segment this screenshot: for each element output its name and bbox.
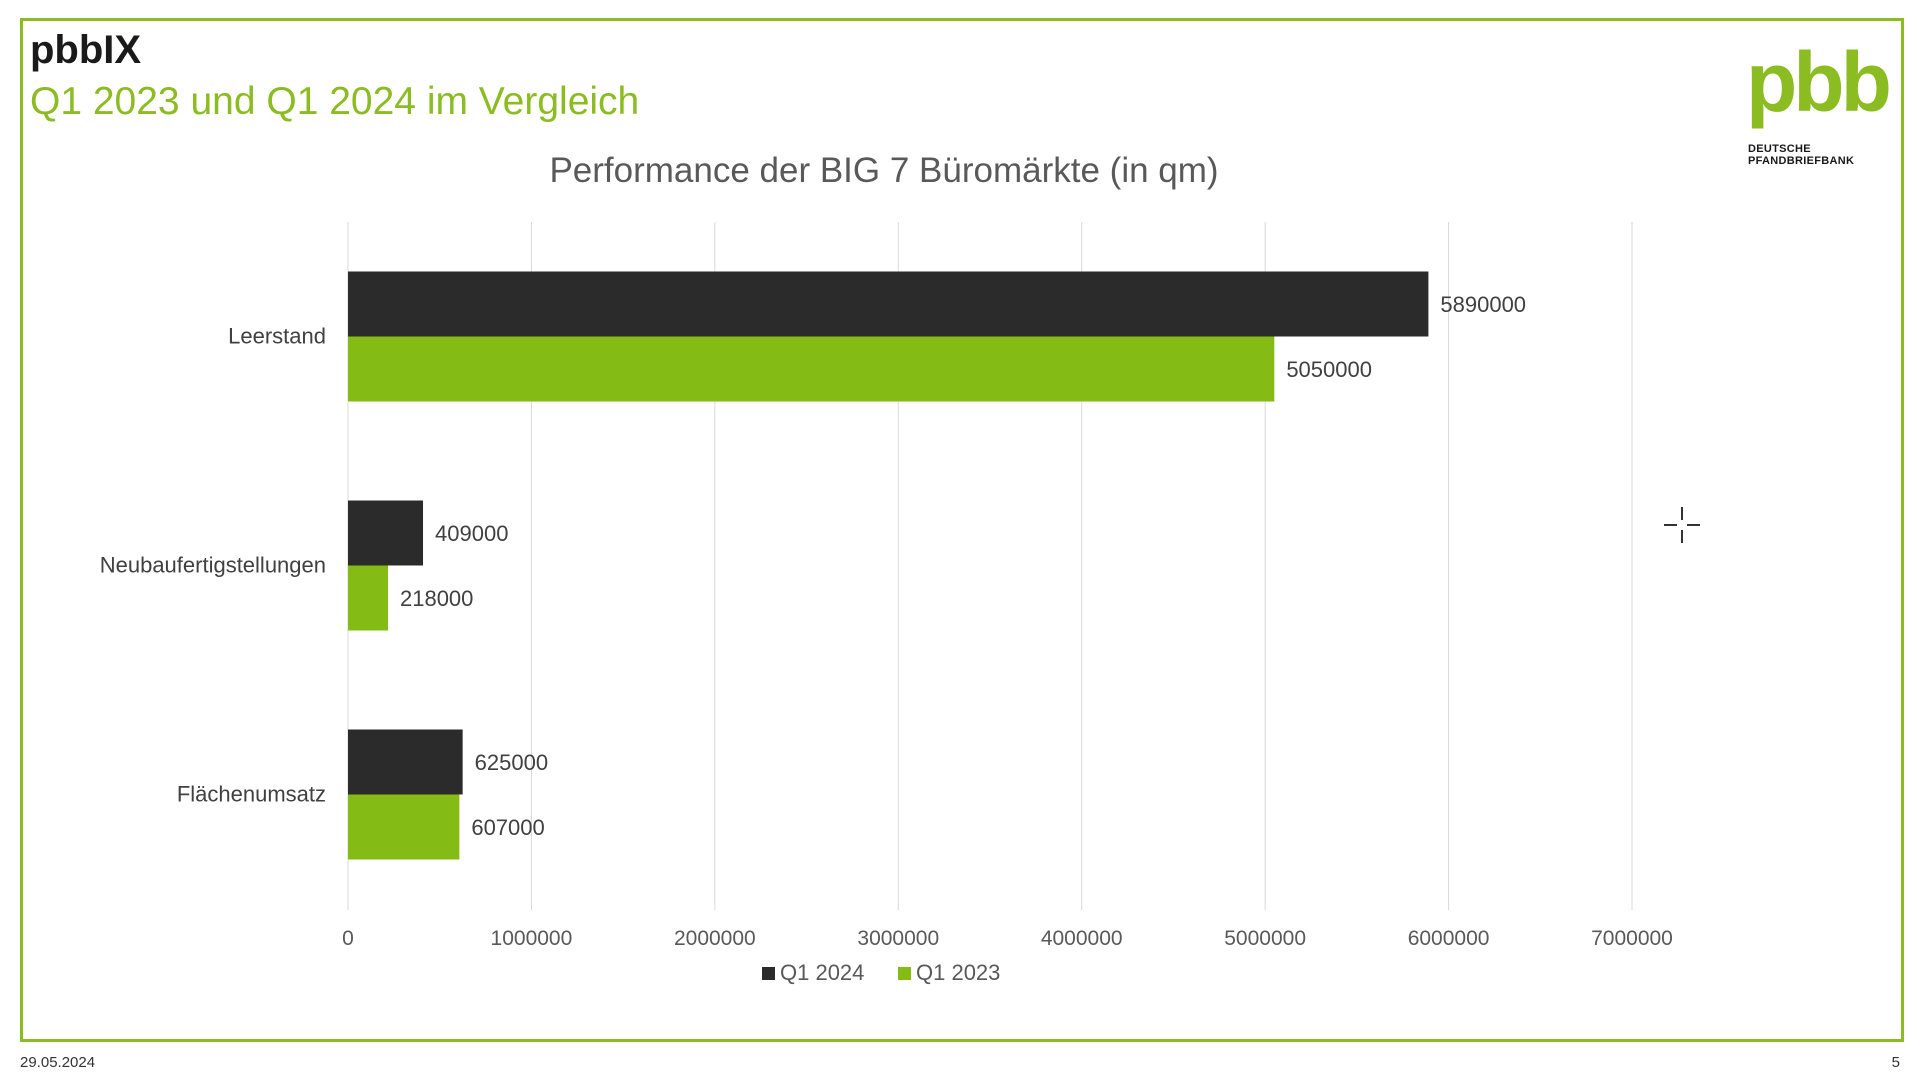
bar-1-0 — [348, 500, 424, 566]
data-label-0-0: 5890000 — [1440, 292, 1526, 317]
crosshair-cursor-icon — [1664, 507, 1700, 543]
legend-swatch-1 — [898, 967, 911, 980]
slide-frame — [20, 18, 1904, 1042]
data-label-1-0: 409000 — [435, 521, 508, 546]
logo-subtitle: DEUTSCHE PFANDBRIEFBANK — [1748, 143, 1854, 167]
category-label-0: Leerstand — [228, 324, 326, 349]
x-tick-label-0: 0 — [342, 927, 354, 950]
logo-line-2: PFANDBRIEFBANK — [1748, 155, 1855, 167]
bar-0-0 — [348, 271, 1429, 337]
footer-page-number: 5 — [1891, 1054, 1900, 1071]
category-label-2: Flächenumsatz — [177, 782, 326, 807]
x-tick-label-7: 7000000 — [1591, 927, 1673, 950]
legend-swatch-0 — [762, 967, 775, 980]
legend-label-1: Q1 2023 — [916, 960, 1000, 985]
bar-2-0 — [348, 729, 463, 795]
slide-subtitle: Q1 2023 und Q1 2024 im Vergleich — [30, 80, 640, 123]
bar-2-1 — [348, 794, 460, 860]
x-tick-label-3: 3000000 — [857, 927, 939, 950]
logo-line-1: DEUTSCHE — [1748, 143, 1811, 155]
x-tick-label-6: 6000000 — [1408, 927, 1490, 950]
category-label-1: Neubaufertigstellungen — [100, 553, 326, 578]
data-label-2-0: 625000 — [475, 750, 548, 775]
bar-chart: Performance der BIG 7 Büromärkte (in qm)… — [100, 151, 1673, 985]
x-tick-label-2: 2000000 — [674, 927, 756, 950]
data-label-2-1: 607000 — [471, 815, 544, 840]
x-tick-label-4: 4000000 — [1041, 927, 1123, 950]
slide-title: pbbIX — [30, 28, 142, 72]
chart-title: Performance der BIG 7 Büromärkte (in qm) — [549, 151, 1218, 190]
bar-1-1 — [348, 565, 388, 631]
legend-label-0: Q1 2024 — [780, 960, 864, 985]
data-label-0-1: 5050000 — [1286, 357, 1372, 382]
bar-0-1 — [348, 336, 1275, 402]
x-tick-label-1: 1000000 — [491, 927, 573, 950]
x-tick-label-5: 5000000 — [1224, 927, 1306, 950]
footer-date: 29.05.2024 — [20, 1054, 96, 1071]
data-label-1-1: 218000 — [400, 586, 473, 611]
pbb-logo: pbb DEUTSCHE PFANDBRIEFBANK — [1746, 40, 1892, 175]
logo-wordmark: pbb — [1746, 35, 1892, 129]
